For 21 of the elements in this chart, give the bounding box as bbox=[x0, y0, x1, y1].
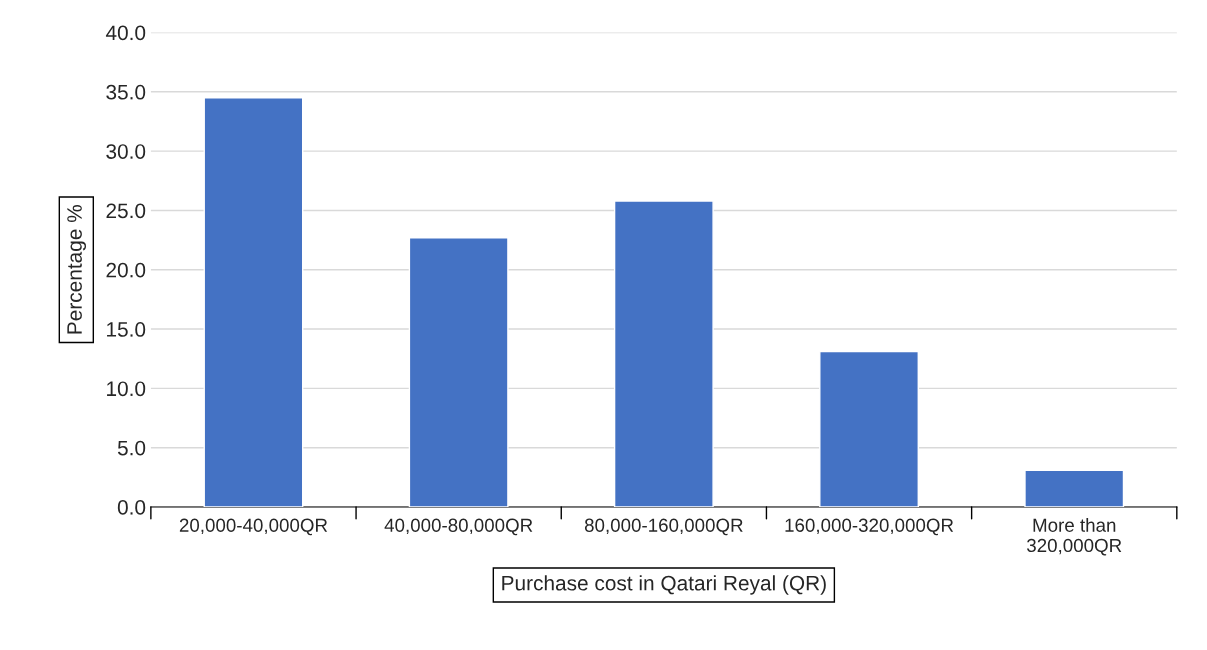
bar bbox=[613, 200, 714, 507]
y-tick-label: 20.0 bbox=[106, 262, 146, 278]
y-tick-label: 10.0 bbox=[107, 381, 146, 397]
y-tick-label: 0.0 bbox=[117, 500, 146, 515]
bar bbox=[1024, 469, 1125, 507]
y-tick-label: 35.0 bbox=[106, 84, 146, 100]
x-tick-label: 40,000-80,000QR bbox=[384, 518, 533, 536]
y-tick-label: 40.0 bbox=[105, 25, 146, 41]
bar bbox=[819, 350, 919, 507]
y-axis-title: Percentage % bbox=[67, 205, 87, 334]
y-tick-label: 15.0 bbox=[107, 322, 146, 337]
y-tick-label: 5.0 bbox=[117, 440, 146, 456]
x-tick-label: More than 320,000QR bbox=[1027, 518, 1122, 556]
x-tick-label: 20,000-40,000QR bbox=[179, 518, 328, 536]
x-tick-label: 80,000-160,000QR bbox=[584, 518, 743, 536]
x-axis-title: Purchase cost in Qatari Reyal (QR) bbox=[502, 575, 826, 595]
bar bbox=[408, 237, 509, 507]
x-tick-label: 160,000-320,000QR bbox=[785, 518, 954, 536]
y-tick-label: 30.0 bbox=[106, 144, 146, 159]
bar bbox=[203, 97, 304, 507]
y-tick-label: 25.0 bbox=[106, 203, 146, 219]
